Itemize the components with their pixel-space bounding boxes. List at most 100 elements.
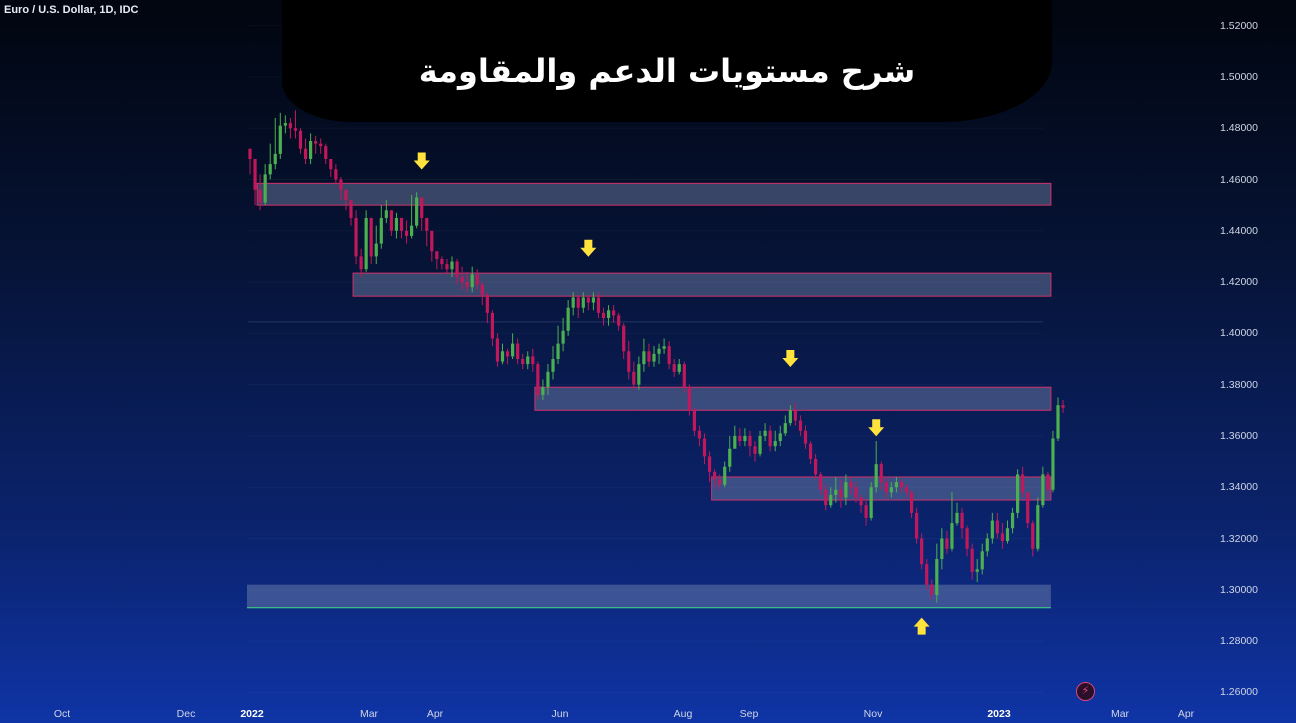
candle-up	[834, 489, 838, 495]
candle-up	[657, 348, 661, 354]
candle-up	[379, 217, 383, 244]
candle-down	[369, 217, 373, 257]
candle-up	[374, 243, 378, 257]
candle-up	[1036, 505, 1040, 549]
candle-up	[394, 217, 399, 231]
candle-down	[596, 297, 601, 313]
chart-title: شرح مستويات الدعم والمقاومة	[418, 52, 916, 90]
candle-down	[707, 456, 712, 472]
candle-down	[1061, 405, 1065, 408]
candle-down	[516, 343, 520, 359]
candle-down	[849, 482, 853, 488]
candle-down	[692, 410, 696, 431]
price-tick-label: 1.28000	[1220, 635, 1258, 648]
candle-down	[521, 359, 525, 365]
price-tick-label: 1.34000	[1220, 481, 1258, 494]
candle-down	[859, 497, 863, 506]
candle-down	[854, 487, 858, 498]
candle-down	[399, 217, 404, 231]
candle-up	[1016, 474, 1020, 513]
candle-down	[945, 538, 949, 549]
candle-down	[490, 312, 494, 339]
price-tick-label: 1.42000	[1220, 276, 1258, 289]
candle-down	[930, 584, 934, 595]
candle-up	[788, 410, 792, 424]
candle-down	[536, 364, 540, 395]
candle-down	[505, 351, 510, 357]
candle-up	[733, 435, 737, 449]
candle-up	[410, 225, 414, 236]
candle-down	[904, 487, 909, 493]
candle-up	[1051, 438, 1055, 490]
candle-up	[384, 210, 388, 218]
candle-up	[642, 351, 646, 365]
candle-up	[606, 310, 611, 318]
candle-up	[581, 297, 585, 308]
candle-down	[531, 356, 535, 365]
price-tick-label: 1.52000	[1220, 19, 1258, 32]
arrow-down-icon	[580, 239, 597, 257]
candle-up	[677, 364, 681, 372]
candle-down	[1046, 474, 1050, 490]
candle-up	[778, 433, 782, 442]
candle-down	[420, 197, 424, 218]
candle-down	[920, 538, 924, 565]
candle-up	[773, 441, 777, 447]
candle-up	[955, 512, 959, 524]
candle-up	[980, 551, 984, 570]
candle-down	[349, 200, 353, 218]
candle-down	[293, 128, 298, 131]
candle-down	[303, 148, 308, 159]
time-tick-label: Mar	[1110, 708, 1130, 720]
candle-down	[814, 459, 818, 475]
candle-down	[389, 210, 393, 231]
candle-up	[450, 261, 454, 270]
candle-down	[627, 351, 631, 372]
resistance-zone	[352, 272, 1052, 297]
candle-down	[884, 482, 888, 493]
candle-down	[697, 430, 702, 439]
candle-down	[314, 141, 318, 144]
candle-down	[702, 438, 707, 457]
candle-down	[359, 256, 363, 270]
candle-up	[1041, 474, 1045, 506]
candle-down	[995, 520, 999, 534]
candle-down	[324, 146, 328, 159]
arrow-down-icon	[413, 152, 430, 170]
candle-up	[1005, 528, 1010, 542]
arrow-down-icon	[782, 350, 799, 367]
candle-up	[278, 125, 282, 154]
candle-up	[1056, 405, 1060, 439]
candle-up	[844, 482, 848, 498]
price-tick-label: 1.40000	[1220, 327, 1258, 340]
candle-down	[682, 364, 686, 388]
price-tick-label: 1.44000	[1220, 224, 1258, 237]
candle-down	[803, 430, 808, 444]
candle-up	[273, 153, 277, 165]
candle-down	[485, 294, 489, 313]
candle-down	[864, 505, 868, 518]
candle-up	[652, 353, 656, 362]
candle-up	[940, 538, 944, 560]
price-tick-label: 1.32000	[1220, 532, 1258, 545]
candle-up	[743, 435, 747, 442]
candle-down	[970, 548, 974, 572]
candle-down	[925, 564, 929, 585]
candle-down	[667, 346, 671, 365]
arrow-up-icon	[913, 617, 930, 635]
time-tick-label: Nov	[863, 708, 883, 720]
candle-up	[763, 430, 767, 436]
candle-down	[460, 276, 464, 283]
candle-up	[889, 487, 893, 493]
candle-down	[298, 130, 303, 149]
candle-down	[632, 371, 636, 385]
candle-down	[354, 217, 358, 257]
time-tick-label: Dec	[176, 708, 196, 720]
candle-up	[869, 487, 873, 518]
bolt-icon[interactable]: ⚡	[1076, 682, 1095, 701]
resistance-zone	[534, 386, 1052, 411]
candle-up	[723, 466, 727, 485]
support-zone	[247, 584, 1051, 608]
candle-up	[415, 197, 419, 226]
